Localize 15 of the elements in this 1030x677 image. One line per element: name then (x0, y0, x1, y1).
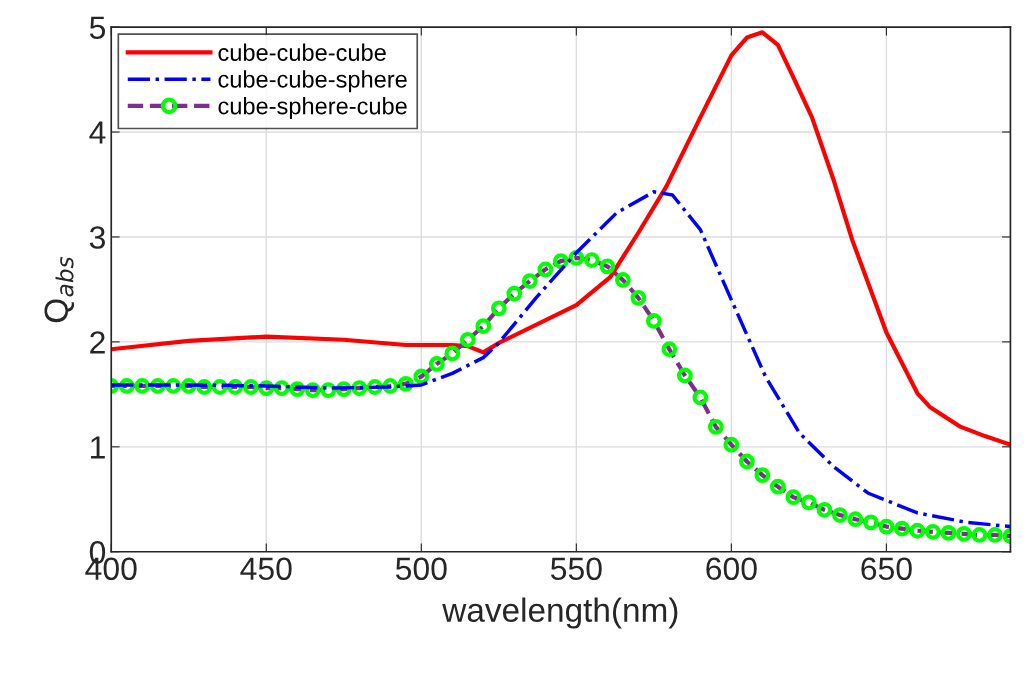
y-axis-title: Q$_{abs}$ (44, 256, 75, 323)
y-tick-label: 1 (91, 436, 105, 459)
x-tick-label: 450 (240, 557, 292, 581)
y-tick-label: 4 (89, 121, 106, 144)
x-tick-label: 650 (861, 557, 912, 581)
y-tick-label: 2 (90, 331, 105, 354)
x-tick-label: 600 (706, 557, 757, 581)
legend-label: cube-cube-cube (218, 43, 386, 61)
legend-label: cube-cube-sphere (218, 70, 407, 93)
x-axis-title: wavelength(nm) (442, 597, 678, 629)
x-tick-label: 500 (395, 557, 447, 581)
y-tick-label: 3 (89, 226, 105, 249)
legend-label: cube-sphere-cube (218, 97, 407, 120)
x-tick-label: 550 (550, 557, 602, 581)
y-tick-label: 5 (89, 16, 106, 39)
